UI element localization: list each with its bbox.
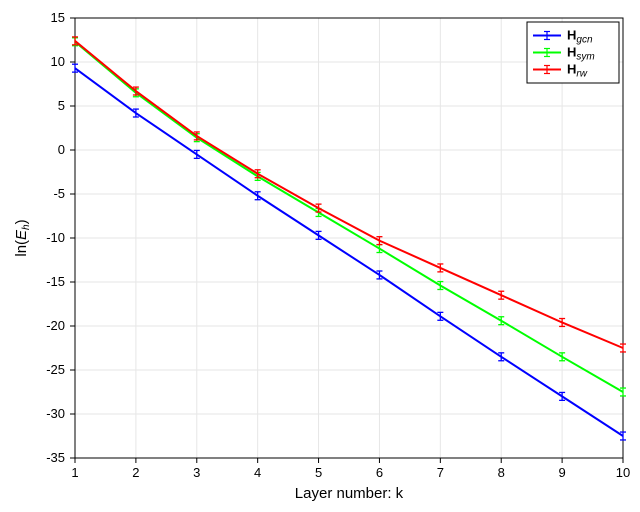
- y-axis-label: ln(Eh): [13, 219, 32, 256]
- x-tick-label: 2: [132, 465, 139, 480]
- x-tick-label: 9: [558, 465, 565, 480]
- x-tick-label: 3: [193, 465, 200, 480]
- y-tick-label: -15: [46, 274, 65, 289]
- x-tick-label: 1: [71, 465, 78, 480]
- y-tick-label: -35: [46, 450, 65, 465]
- y-tick-label: -20: [46, 318, 65, 333]
- x-axis-label: Layer number: k: [295, 485, 404, 502]
- y-tick-label: 5: [58, 98, 65, 113]
- x-tick-label: 8: [498, 465, 505, 480]
- line-chart: 1 2 3 4 5 6 7 8 9 10 -35 -30 -25 -20 -15 -10 -5 0 5 10 15 Lay…: [0, 0, 640, 512]
- x-tick-label: 10: [616, 465, 630, 480]
- legend: HgcnHsymHrw: [527, 22, 619, 83]
- x-tick-label: 7: [437, 465, 444, 480]
- y-tick-label: -30: [46, 406, 65, 421]
- y-tick-label: -10: [46, 230, 65, 245]
- y-tick-label: 0: [58, 142, 65, 157]
- y-tick-label: -5: [53, 186, 65, 201]
- y-tick-label: 15: [51, 10, 65, 25]
- x-tick-label: 6: [376, 465, 383, 480]
- x-tick-label: 4: [254, 465, 261, 480]
- y-tick-label: 10: [51, 54, 65, 69]
- x-tick-label: 5: [315, 465, 322, 480]
- y-tick-label: -25: [46, 362, 65, 377]
